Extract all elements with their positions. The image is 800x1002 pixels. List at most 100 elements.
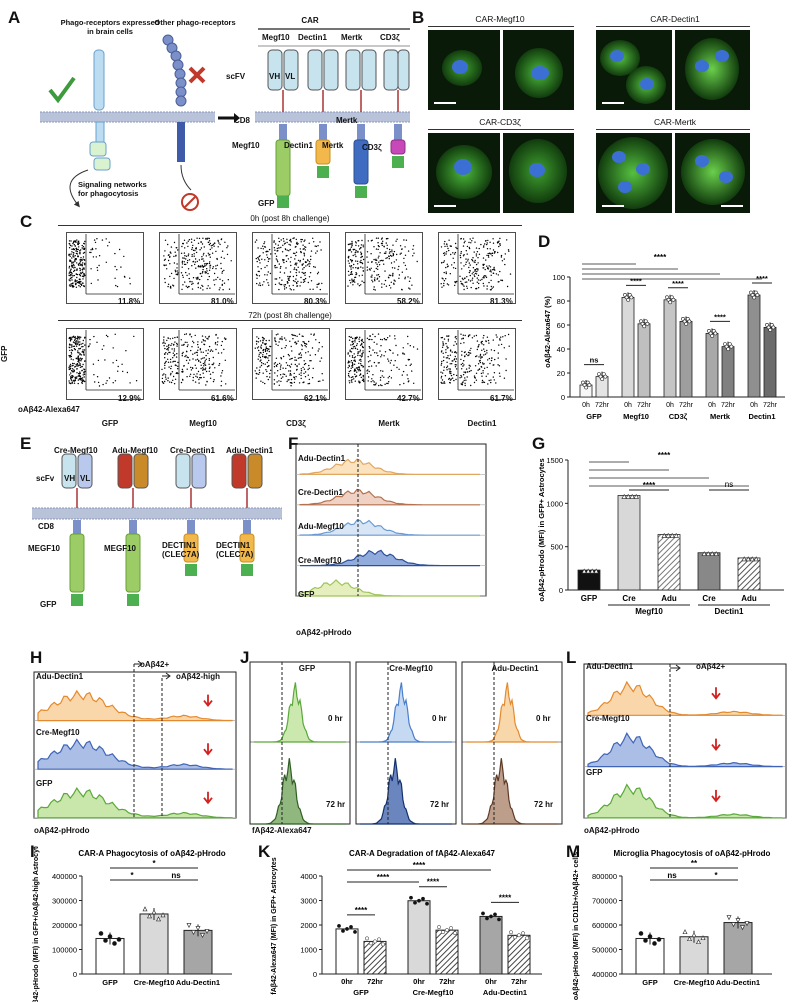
category-label: Cre-Megf10 xyxy=(674,978,715,987)
category-label: Cre xyxy=(622,594,636,603)
dot xyxy=(354,373,356,375)
dot xyxy=(216,264,219,266)
dot xyxy=(206,381,208,383)
dot xyxy=(361,364,363,367)
dot xyxy=(443,369,445,371)
dot xyxy=(169,263,171,265)
dot xyxy=(172,375,175,378)
dot xyxy=(262,363,264,365)
red-arrow-icon xyxy=(711,687,721,700)
dot xyxy=(351,378,353,381)
c-ylabel: GFP xyxy=(0,345,9,362)
dot xyxy=(69,269,72,271)
significance: **** xyxy=(643,481,656,490)
dot xyxy=(493,266,495,269)
dot xyxy=(392,272,394,275)
dot xyxy=(299,261,301,263)
dot xyxy=(230,260,232,262)
dot xyxy=(466,245,469,248)
dot xyxy=(212,356,214,359)
dot xyxy=(383,263,385,265)
dot xyxy=(367,369,369,371)
dot xyxy=(292,237,294,240)
dot xyxy=(474,270,476,272)
dot xyxy=(194,364,196,366)
dot xyxy=(372,380,374,382)
dot xyxy=(168,346,170,349)
red-arrow-icon xyxy=(711,738,721,752)
dot xyxy=(76,248,78,251)
dot xyxy=(371,261,373,263)
dot xyxy=(301,263,303,266)
dot xyxy=(373,270,375,273)
dot xyxy=(445,342,447,345)
construct-megf10: Megf10 xyxy=(262,33,290,42)
dot xyxy=(112,382,114,384)
dot xyxy=(348,370,350,373)
dot xyxy=(475,355,477,358)
dot xyxy=(262,337,265,339)
dot xyxy=(503,377,506,379)
dot xyxy=(73,269,76,272)
dot xyxy=(483,245,485,247)
dot xyxy=(273,241,275,243)
j-col-2: Adu-Dectin1 xyxy=(491,664,539,673)
construct-cd3z: CD3ζ xyxy=(380,33,400,42)
car-title: CAR xyxy=(301,16,319,25)
data-point xyxy=(112,941,117,946)
dot xyxy=(223,257,225,259)
dot xyxy=(177,361,179,364)
dot xyxy=(358,240,360,242)
dot xyxy=(485,340,487,343)
dot xyxy=(376,352,378,354)
dot xyxy=(162,382,165,384)
dot xyxy=(390,281,392,283)
dot xyxy=(471,279,473,281)
dot xyxy=(174,336,176,339)
dot xyxy=(351,273,353,275)
dot xyxy=(486,265,488,267)
dot xyxy=(202,368,205,370)
dot xyxy=(257,270,259,273)
dot xyxy=(462,238,465,240)
dot xyxy=(468,271,471,274)
dot xyxy=(407,378,409,380)
data-point xyxy=(691,932,697,938)
dot xyxy=(463,285,465,287)
dot xyxy=(207,252,209,254)
dot xyxy=(398,368,400,370)
j-time-0h-c: 0 hr xyxy=(536,714,551,723)
dot xyxy=(215,348,217,351)
f-row-2: Adu-Megf10 xyxy=(298,522,344,531)
dot xyxy=(483,381,486,384)
dot xyxy=(499,270,501,273)
dot xyxy=(403,353,406,355)
dot xyxy=(93,335,95,338)
dot xyxy=(281,347,283,350)
dot xyxy=(292,252,295,254)
dot xyxy=(73,382,76,384)
dot xyxy=(259,340,262,342)
dot xyxy=(461,382,464,384)
dot xyxy=(485,276,488,279)
dot xyxy=(443,338,446,340)
dot xyxy=(483,344,485,346)
dot xyxy=(350,344,352,346)
dot xyxy=(208,269,211,271)
dot xyxy=(79,359,81,361)
dot xyxy=(274,265,276,267)
dot xyxy=(304,249,306,251)
dot xyxy=(450,372,452,375)
dot xyxy=(73,267,75,269)
dot xyxy=(278,237,280,239)
dot xyxy=(489,252,491,255)
dot xyxy=(209,287,211,289)
category-label: Adu-Dectin1 xyxy=(176,978,220,987)
dot xyxy=(208,359,210,362)
dot xyxy=(74,255,76,257)
dot xyxy=(301,345,304,347)
panel-letter-b: B xyxy=(412,8,425,27)
dot xyxy=(299,357,301,359)
dot xyxy=(388,274,391,276)
dot xyxy=(394,338,396,340)
